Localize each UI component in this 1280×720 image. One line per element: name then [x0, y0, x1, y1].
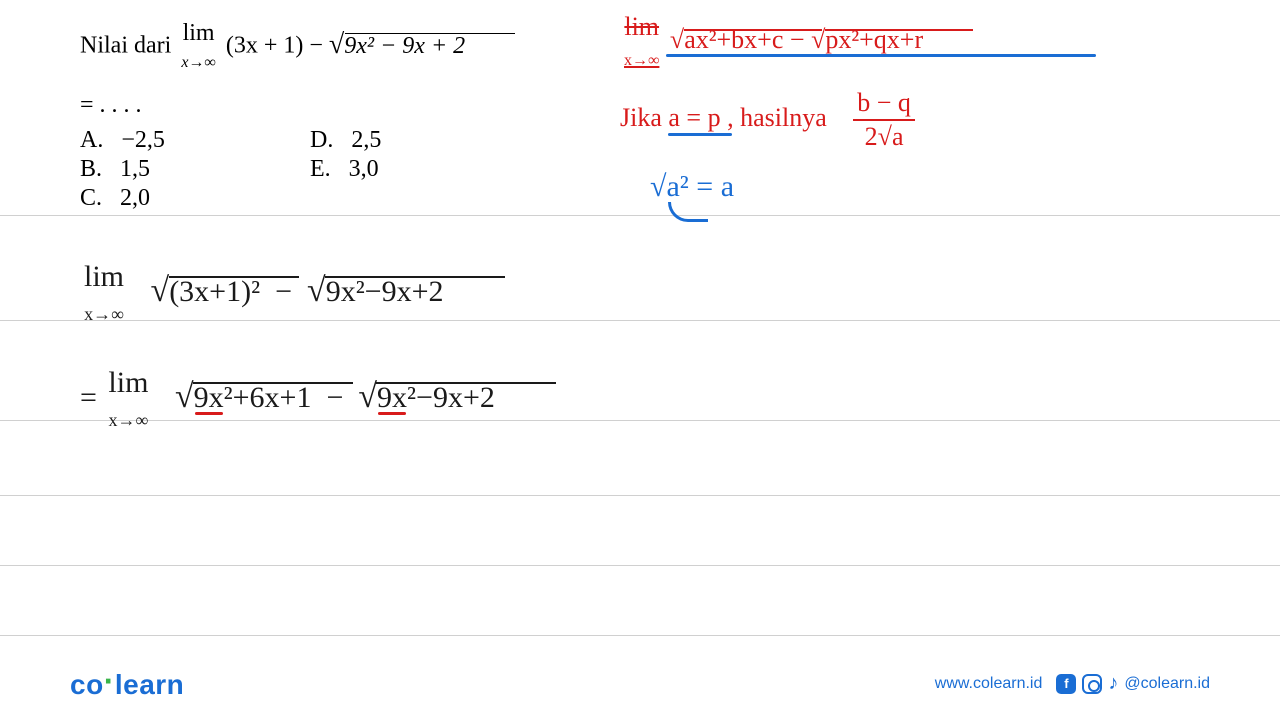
ruled-line: [0, 495, 1280, 496]
lim-text: lim: [183, 20, 215, 46]
w2-minus: −: [326, 381, 343, 414]
ruled-line: [0, 565, 1280, 566]
option-b: B.1,5: [80, 156, 230, 183]
formula-line2: Jika a = p , hasilnya b − q 2√a: [620, 88, 923, 152]
brand-dot-icon: ·: [104, 663, 115, 699]
w1-minus: −: [275, 275, 292, 308]
note-lim-sub: x→∞: [624, 52, 659, 69]
social-icons: f ♪ @colearn.id: [1056, 672, 1210, 695]
jika-text: Jika: [620, 103, 668, 132]
facebook-icon: f: [1056, 674, 1076, 694]
work-line-1: lim x→∞ √(3x+1)² − √9x²−9x+2: [80, 260, 495, 328]
w1-lim: lim: [84, 260, 124, 293]
expr-part1: (3x + 1) −: [226, 33, 329, 59]
work-line-2: = lim x→∞ √9x²+6x+1 − √9x²−9x+2: [80, 366, 495, 434]
eq-a: = a: [689, 170, 734, 203]
option-d: D.2,5: [310, 127, 460, 154]
blue-underline: [666, 54, 1096, 57]
frac-line: [853, 119, 915, 121]
social-handle: @colearn.id: [1124, 675, 1210, 693]
sqrt-expression: √9x² − 9x + 2: [329, 29, 465, 61]
note-lim: lim: [624, 12, 659, 41]
result-fraction: b − q 2√a: [853, 88, 915, 152]
w1-sqrt2: √9x²−9x+2: [307, 272, 444, 310]
curve-arrow-icon: [668, 202, 708, 222]
frac-numerator: b − q: [853, 88, 915, 118]
w2-sqrt2: √9x²−9x+2: [358, 378, 495, 416]
formula-notes: lim x→∞ √ax²+bx+c − √px²+qx+r Jika a = p…: [620, 12, 923, 204]
instagram-icon: [1082, 674, 1102, 694]
sqrt-a2: √a²: [650, 170, 689, 203]
brand-logo: co·learn: [70, 665, 184, 702]
blue-underline-ap: [668, 133, 732, 136]
problem-prefix: Nilai dari: [80, 33, 171, 59]
answer-options: A.−2,5 D.2,5 B.1,5 E.3,0 C.2,0: [80, 127, 465, 212]
red-underline-1: [195, 412, 223, 415]
brand-co: co: [70, 669, 104, 700]
sqrt-overline: [345, 33, 515, 35]
w1-sub: x→∞: [84, 304, 124, 324]
problem-expression: Nilai dari lim x→∞ (3x + 1) − √9x² − 9x …: [80, 20, 465, 74]
option-a: A.−2,5: [80, 127, 230, 154]
frac-denominator: 2√a: [853, 122, 915, 152]
condition-ap: a = p: [668, 103, 727, 132]
ruled-line: [0, 215, 1280, 216]
equals-blank: = . . . .: [80, 92, 465, 119]
w2-sub: x→∞: [109, 410, 149, 430]
ruled-line: [0, 635, 1280, 636]
sqrt-symbol: √: [329, 29, 344, 60]
lim-subscript: x→∞: [181, 54, 216, 71]
w2-eq: =: [80, 381, 97, 414]
option-c: C.2,0: [80, 185, 230, 212]
sqrt-inner: 9x² − 9x + 2: [344, 33, 465, 59]
sqrt-identity: √a² = a: [650, 170, 923, 204]
note-sqrt2: √px²+qx+r: [811, 25, 923, 55]
website-url: www.colearn.id: [935, 675, 1043, 693]
problem-block: Nilai dari lim x→∞ (3x + 1) − √9x² − 9x …: [80, 20, 465, 214]
red-underline-2: [378, 412, 406, 415]
formula-line1: lim x→∞ √ax²+bx+c − √px²+qx+r: [620, 12, 923, 72]
hasilnya-text: , hasilnya: [727, 103, 827, 132]
note-sqrt1: √ax²+bx+c: [670, 25, 783, 55]
footer-right: www.colearn.id f ♪ @colearn.id: [935, 672, 1210, 695]
footer: co·learn www.colearn.id f ♪ @colearn.id: [0, 665, 1280, 702]
brand-learn: learn: [115, 669, 184, 700]
option-e: E.3,0: [310, 156, 460, 183]
w1-sqrt1: √(3x+1)²: [151, 272, 261, 310]
tiktok-icon: ♪: [1108, 672, 1118, 695]
limit-notation: lim x→∞: [181, 20, 216, 74]
w2-lim: lim: [108, 366, 148, 399]
work-steps: lim x→∞ √(3x+1)² − √9x²−9x+2 = lim x→∞ √…: [80, 260, 495, 472]
w2-sqrt1: √9x²+6x+1: [175, 378, 312, 416]
